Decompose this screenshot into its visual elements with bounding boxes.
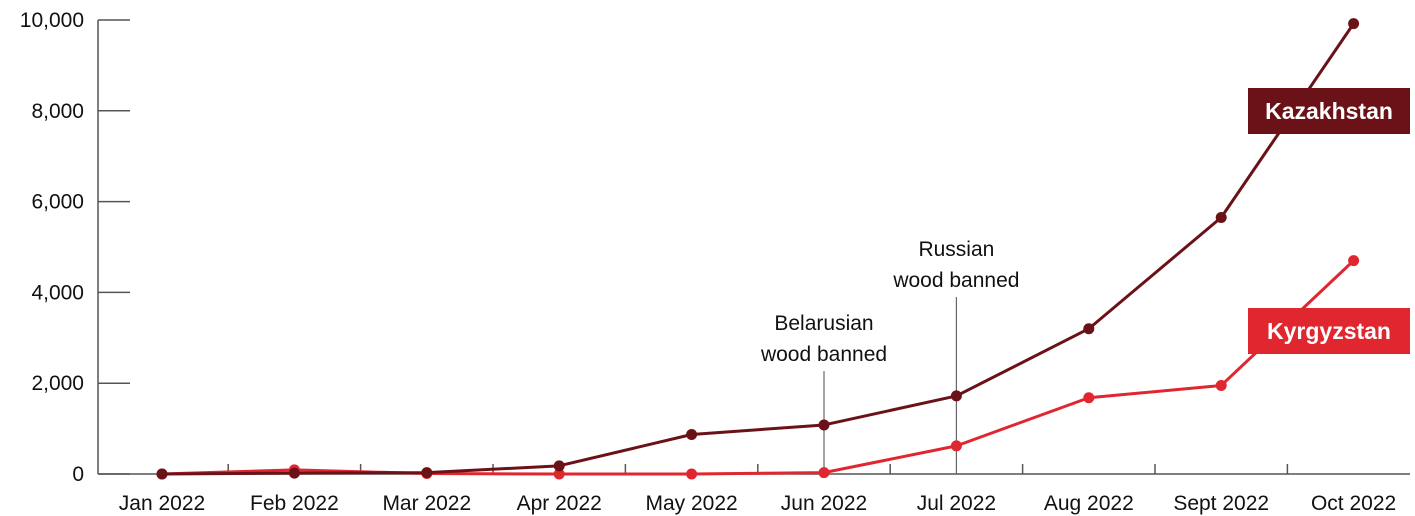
series-label-kazakhstan: Kazakhstan bbox=[1248, 88, 1410, 134]
data-point-kazakhstan bbox=[818, 419, 830, 431]
x-tick-label: Apr 2022 bbox=[517, 492, 602, 515]
data-point-kazakhstan bbox=[288, 467, 300, 479]
x-tick-label: Jun 2022 bbox=[781, 492, 867, 515]
data-point-kazakhstan bbox=[950, 390, 962, 402]
series-line-kazakhstan bbox=[161, 22, 1355, 476]
data-point-kazakhstan bbox=[1215, 211, 1227, 223]
x-tick-label: Jan 2022 bbox=[119, 492, 205, 515]
series-label-box bbox=[1248, 88, 1410, 134]
y-axis: 0 2,000 4,000 6,000 8,000 10,000 bbox=[20, 9, 130, 486]
data-point-kazakhstan bbox=[421, 467, 433, 479]
series-label-text: Kyrgyzstan bbox=[1267, 318, 1391, 344]
x-tick-label: Oct 2022 bbox=[1311, 492, 1396, 515]
x-tick-label: Aug 2022 bbox=[1044, 492, 1134, 515]
data-point-kyrgyzstan bbox=[950, 440, 962, 452]
data-point-kyrgyzstan bbox=[553, 468, 565, 480]
data-point-kazakhstan bbox=[686, 429, 698, 441]
series-labels: Kazakhstan Kyrgyzstan bbox=[1248, 88, 1410, 354]
x-tick-label: Mar 2022 bbox=[382, 492, 471, 515]
data-point-kyrgyzstan bbox=[1215, 379, 1227, 391]
annotation-text: wood banned bbox=[760, 343, 887, 366]
data-point-kyrgyzstan bbox=[1348, 255, 1360, 267]
annotation-text: Belarusian bbox=[774, 312, 873, 335]
data-point-kazakhstan bbox=[156, 468, 168, 480]
series-label-text: Kazakhstan bbox=[1265, 98, 1393, 124]
data-point-kazakhstan bbox=[1083, 323, 1095, 335]
data-point-kyrgyzstan bbox=[686, 468, 698, 480]
data-point-kyrgyzstan bbox=[818, 467, 830, 479]
x-tick-label: Jul 2022 bbox=[917, 492, 996, 515]
y-tick-label: 4,000 bbox=[31, 281, 84, 304]
x-axis: Jan 2022 Feb 2022 Mar 2022 Apr 2022 May 2022… bbox=[98, 464, 1410, 515]
x-tick-label: May 2022 bbox=[645, 492, 737, 515]
series-line-kyrgyzstan bbox=[161, 259, 1355, 476]
series-label-box bbox=[1248, 308, 1410, 354]
series-lines bbox=[156, 18, 1360, 480]
x-tick-label: Sept 2022 bbox=[1173, 492, 1269, 515]
series-label-kyrgyzstan: Kyrgyzstan bbox=[1248, 308, 1410, 354]
data-point-kyrgyzstan bbox=[1083, 392, 1095, 404]
y-tick-label: 6,000 bbox=[31, 191, 84, 214]
y-tick-label: 10,000 bbox=[20, 9, 84, 32]
annotation-text: Russian bbox=[918, 238, 994, 261]
annotation-text: wood banned bbox=[892, 269, 1019, 292]
y-tick-label: 0 bbox=[72, 463, 84, 486]
data-point-kazakhstan bbox=[553, 460, 565, 472]
data-point-kazakhstan bbox=[1348, 18, 1360, 30]
y-tick-label: 8,000 bbox=[31, 100, 84, 123]
y-tick-label: 2,000 bbox=[31, 372, 84, 395]
x-tick-label: Feb 2022 bbox=[250, 492, 339, 515]
